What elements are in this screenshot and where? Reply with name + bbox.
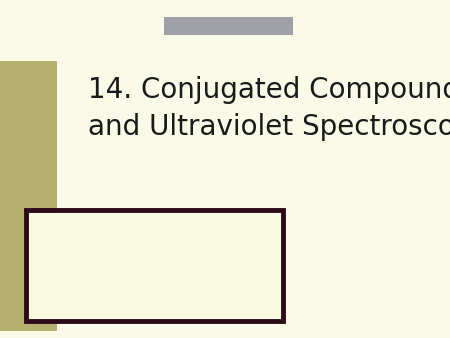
- FancyBboxPatch shape: [164, 17, 293, 35]
- FancyBboxPatch shape: [0, 61, 57, 331]
- Text: 14. Conjugated Compounds
and Ultraviolet Spectroscopy: 14. Conjugated Compounds and Ultraviolet…: [88, 76, 450, 141]
- FancyBboxPatch shape: [27, 210, 283, 321]
